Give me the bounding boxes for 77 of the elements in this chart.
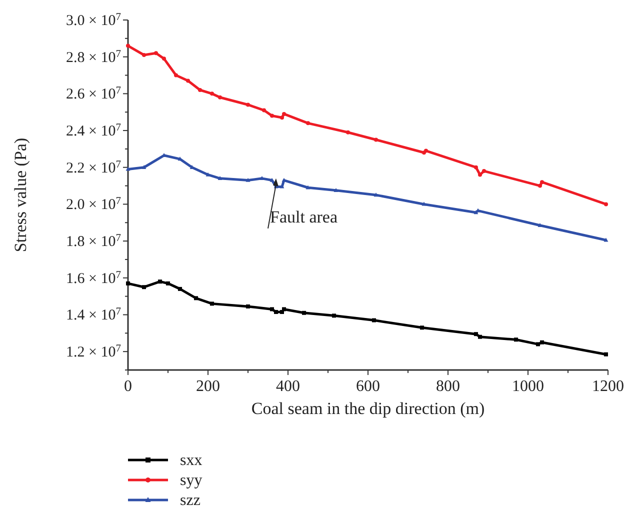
point bbox=[282, 112, 286, 116]
point bbox=[126, 44, 130, 48]
y-tick-label: 2.2 × 10$^{7}$ bbox=[66, 158, 121, 176]
y-tick-label: 1.8 × 10$^{7}$ bbox=[66, 232, 121, 250]
point bbox=[282, 307, 286, 312]
point bbox=[540, 180, 544, 184]
point bbox=[246, 178, 250, 182]
y-tick-label: 1.4 × 10$^{7}$ bbox=[66, 306, 121, 324]
point bbox=[218, 176, 222, 180]
point bbox=[422, 202, 426, 206]
y-tick-label: 2.4 × 10$^{7}$ bbox=[66, 122, 121, 140]
point bbox=[210, 92, 214, 96]
point bbox=[126, 166, 130, 171]
point bbox=[142, 285, 146, 290]
point bbox=[478, 334, 482, 339]
point bbox=[474, 165, 478, 170]
point bbox=[604, 238, 608, 242]
point bbox=[302, 310, 306, 315]
point bbox=[280, 116, 284, 120]
point bbox=[174, 73, 178, 78]
point bbox=[306, 185, 310, 190]
y-tick-label: 1.6 × 10$^{7}$ bbox=[66, 269, 121, 287]
point bbox=[536, 342, 540, 346]
point bbox=[420, 326, 424, 330]
point bbox=[332, 314, 336, 318]
legend-label: szz bbox=[180, 492, 200, 508]
legend-label: syy bbox=[180, 472, 202, 489]
annotation: Fault area bbox=[270, 207, 338, 226]
point bbox=[346, 130, 350, 134]
y-tick-label: 2.6 × 10$^{7}$ bbox=[66, 85, 121, 103]
x-tick-label: 1000 bbox=[512, 378, 544, 395]
point bbox=[372, 318, 376, 322]
x-tick-label: 600 bbox=[356, 378, 380, 395]
point bbox=[270, 307, 274, 312]
point bbox=[166, 281, 170, 286]
point bbox=[210, 302, 214, 306]
point bbox=[540, 340, 544, 344]
point bbox=[334, 188, 338, 192]
point bbox=[270, 114, 274, 118]
point bbox=[270, 178, 274, 182]
point bbox=[374, 138, 378, 142]
x-tick-label: 1200 bbox=[592, 378, 624, 395]
point bbox=[158, 280, 162, 284]
point bbox=[474, 332, 478, 336]
point bbox=[246, 304, 250, 308]
point bbox=[478, 172, 482, 177]
point bbox=[218, 95, 222, 100]
point bbox=[142, 164, 146, 169]
point bbox=[538, 184, 542, 188]
point bbox=[178, 286, 182, 291]
point bbox=[482, 169, 486, 174]
point bbox=[306, 121, 310, 126]
y-tick-label: 1.2 × 10$^{7}$ bbox=[66, 343, 121, 361]
x-tick-label: 800 bbox=[436, 378, 460, 395]
y-axis-title: Stress value (Pa) bbox=[11, 138, 30, 252]
point bbox=[142, 53, 146, 57]
point bbox=[274, 310, 278, 314]
x-tick-label: 400 bbox=[276, 378, 300, 395]
point bbox=[604, 352, 608, 356]
y-tick-label: 2.8 × 10$^{7}$ bbox=[66, 48, 121, 66]
y-tick-label: 2.0 × 10$^{7}$ bbox=[66, 196, 121, 214]
point bbox=[154, 51, 158, 56]
x-axis-title: Coal seam in the dip direction (m) bbox=[251, 399, 485, 418]
y-tick-label: 3.0 × 10$^{7}$ bbox=[66, 12, 121, 29]
point bbox=[246, 102, 250, 107]
point bbox=[514, 338, 518, 342]
point bbox=[198, 88, 202, 92]
point bbox=[126, 281, 130, 286]
point bbox=[186, 78, 190, 83]
point bbox=[262, 108, 266, 112]
legend-label: sxx bbox=[180, 452, 202, 469]
x-tick-label: 200 bbox=[196, 378, 220, 395]
point bbox=[374, 192, 378, 197]
point bbox=[162, 56, 166, 61]
x-tick-label: 0 bbox=[124, 378, 132, 395]
point bbox=[604, 202, 608, 206]
point bbox=[194, 296, 198, 300]
